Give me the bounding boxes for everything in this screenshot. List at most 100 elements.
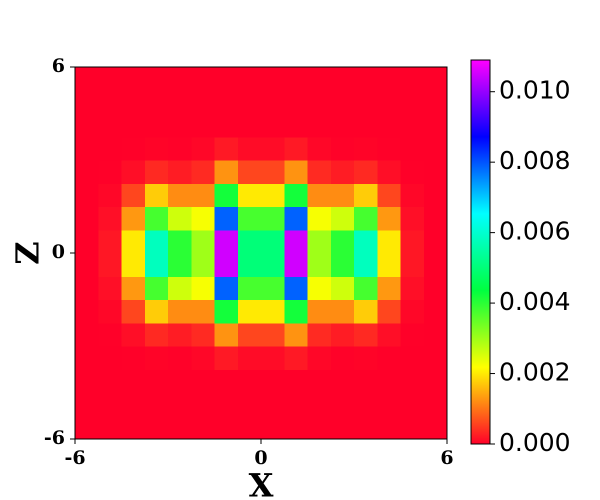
- cell: [284, 369, 308, 393]
- cell: [191, 229, 215, 254]
- cell: [98, 346, 122, 370]
- cell: [354, 229, 378, 254]
- cell: [423, 67, 448, 91]
- cell: [214, 415, 239, 440]
- cell: [284, 322, 308, 347]
- cell: [191, 67, 215, 91]
- cell: [121, 229, 146, 254]
- cell: [75, 299, 99, 324]
- cell: [377, 392, 401, 417]
- cell: [330, 276, 355, 300]
- cell: [377, 253, 401, 277]
- cell: [121, 113, 146, 138]
- cell: [284, 160, 308, 184]
- cell: [144, 206, 169, 231]
- cell: [330, 346, 355, 370]
- cell: [191, 183, 215, 207]
- cell: [191, 415, 215, 440]
- cell: [214, 206, 239, 231]
- cell: [121, 253, 146, 277]
- cell: [284, 136, 308, 161]
- cell: [284, 346, 308, 370]
- cell: [377, 229, 401, 254]
- cell: [307, 392, 332, 417]
- cell: [330, 90, 355, 114]
- cell: [191, 369, 215, 393]
- cell: [98, 67, 122, 91]
- cell: [168, 160, 192, 184]
- cell: [261, 67, 285, 91]
- cell: [261, 183, 285, 207]
- cell: [214, 346, 239, 370]
- cell: [237, 369, 262, 393]
- cell: [237, 392, 262, 417]
- cell: [261, 113, 285, 138]
- cell: [307, 183, 332, 207]
- cell: [423, 229, 448, 254]
- cell: [330, 369, 355, 393]
- cell: [307, 253, 332, 277]
- cell: [354, 136, 378, 161]
- cell: [168, 67, 192, 91]
- cell: [261, 299, 285, 324]
- cell: [237, 113, 262, 138]
- cell: [191, 346, 215, 370]
- cell: [400, 299, 425, 324]
- cell: [284, 90, 308, 114]
- cell: [237, 183, 262, 207]
- cell: [191, 299, 215, 324]
- cell: [98, 253, 122, 277]
- cell: [75, 90, 99, 114]
- cell: [75, 392, 99, 417]
- cell: [144, 299, 169, 324]
- cell: [377, 136, 401, 161]
- cell: [261, 160, 285, 184]
- cell: [284, 113, 308, 138]
- cell: [330, 229, 355, 254]
- colorbar-tick-label: 0.010: [499, 76, 571, 105]
- cell: [214, 253, 239, 277]
- cell: [144, 415, 169, 440]
- cell: [423, 392, 448, 417]
- cell: [144, 229, 169, 254]
- cell: [284, 276, 308, 300]
- cell: [214, 90, 239, 114]
- cell: [377, 90, 401, 114]
- cell: [75, 346, 99, 370]
- cell: [377, 183, 401, 207]
- cell: [400, 392, 425, 417]
- cell: [423, 113, 448, 138]
- cell: [330, 160, 355, 184]
- cell: [354, 369, 378, 393]
- cell: [144, 253, 169, 277]
- cell: [354, 253, 378, 277]
- cell: [261, 276, 285, 300]
- cell: [98, 415, 122, 440]
- y-axis-label: Z: [9, 241, 47, 264]
- cell: [214, 160, 239, 184]
- x-tick-label: 6: [440, 447, 453, 469]
- cell: [98, 183, 122, 207]
- cell: [284, 253, 308, 277]
- cell: [191, 113, 215, 138]
- cell: [354, 113, 378, 138]
- cell: [330, 136, 355, 161]
- cell: [284, 415, 308, 440]
- cell: [354, 415, 378, 440]
- cell: [330, 299, 355, 324]
- x-tick-label: 0: [254, 447, 267, 469]
- cell: [261, 90, 285, 114]
- cell: [168, 183, 192, 207]
- cell: [330, 113, 355, 138]
- cell: [284, 229, 308, 254]
- cell: [400, 346, 425, 370]
- cell: [144, 136, 169, 161]
- cell: [400, 67, 425, 91]
- cell: [214, 322, 239, 347]
- cell: [237, 322, 262, 347]
- cell: [284, 206, 308, 231]
- cell: [214, 276, 239, 300]
- cell: [75, 322, 99, 347]
- cell: [121, 160, 146, 184]
